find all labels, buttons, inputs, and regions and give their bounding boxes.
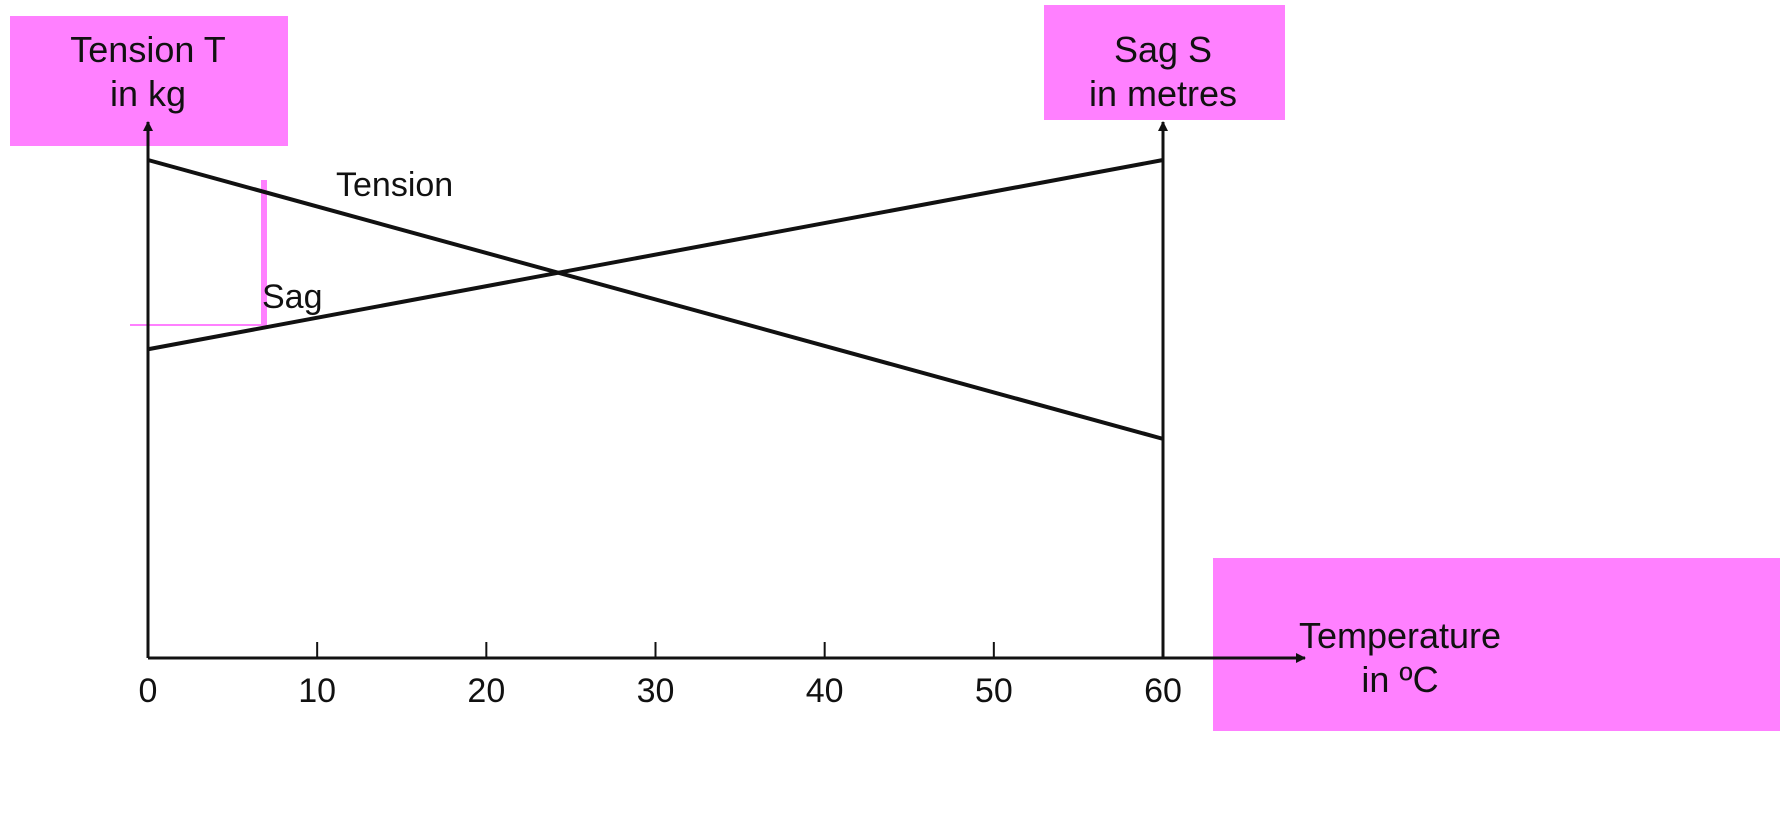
x-tick-label: 30 [637, 672, 675, 710]
x-tick-label: 50 [975, 672, 1013, 710]
x-tick-label: 60 [1144, 672, 1182, 710]
series-line-tension [147, 158, 1164, 441]
right-axis-label-line1: Sag S [1114, 29, 1212, 70]
x-axis-label-line2: in ºC [1361, 659, 1438, 700]
series-label-tension: Tension [336, 166, 453, 204]
series-label-sag: Sag [262, 278, 323, 316]
x-tick-label: 40 [806, 672, 844, 710]
x-axis-label-highlight [1213, 558, 1780, 731]
series-lines: Tension Sag [147, 158, 1164, 441]
left-axis-label-line2: in kg [110, 73, 186, 114]
x-tick-label: 20 [467, 672, 505, 710]
series-line-sag [147, 158, 1164, 352]
right-axis-label-line2: in metres [1089, 73, 1237, 114]
right-axis-label-highlight [1044, 5, 1285, 120]
left-axis-label-line1: Tension T [70, 29, 225, 70]
x-axis-label-line1: Temperature [1299, 615, 1501, 656]
x-tick-label: 0 [139, 672, 158, 710]
x-tick-label: 10 [298, 672, 336, 710]
x-ticks: 0 10 20 30 40 50 60 [139, 642, 1182, 710]
